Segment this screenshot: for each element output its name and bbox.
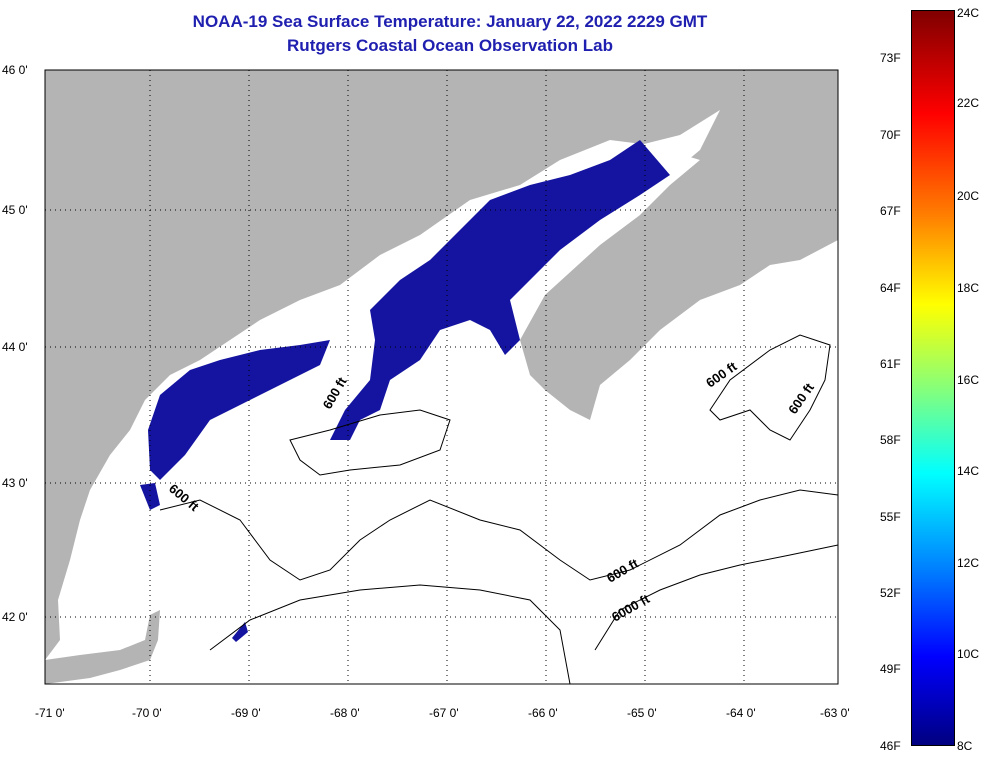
colorbar-f-label: 61F: [880, 357, 901, 371]
colorbar-c-label: 10C: [957, 647, 980, 661]
chart-title: NOAA-19 Sea Surface Temperature: January…: [192, 12, 708, 31]
contour-600ft-west: [159, 489, 839, 581]
lat-label: 44 0': [2, 340, 28, 354]
lon-label: -65 0': [627, 706, 657, 720]
lon-label: -64 0': [726, 706, 756, 720]
lat-label: 45 0': [2, 203, 28, 217]
sst-patch-small-2: [232, 622, 248, 642]
lat-label: 42 0': [2, 610, 28, 624]
colorbar: [911, 10, 955, 746]
sst-patch-bay-of-fundy: [330, 140, 670, 440]
colorbar-c-label: 24C: [957, 6, 980, 20]
lon-label: -66 0': [528, 706, 558, 720]
colorbar-f-label: 64F: [880, 281, 901, 295]
lon-label: -69 0': [231, 706, 261, 720]
colorbar-c-label: 22C: [957, 96, 980, 110]
colorbar-f-label: 52F: [880, 586, 901, 600]
lat-label: 43 0': [2, 476, 28, 490]
colorbar-c-label: 12C: [957, 556, 980, 570]
colorbar-f-label: 70F: [880, 128, 901, 142]
lon-label: -71 0': [35, 706, 65, 720]
colorbar-f-label: 49F: [880, 662, 901, 676]
colorbar-c-label: 14C: [957, 464, 980, 478]
colorbar-c-label: 8C: [957, 739, 973, 753]
land-mass: [45, 70, 838, 660]
colorbar-f-label: 55F: [880, 510, 901, 524]
sst-patch-small: [140, 483, 160, 510]
contour-6000ft: [209, 544, 839, 685]
colorbar-c-label: 18C: [957, 281, 980, 295]
colorbar-f-label: 73F: [880, 51, 901, 65]
lat-label: 46 0': [2, 63, 28, 77]
colorbar-c-label: 20C: [957, 189, 980, 203]
lon-label: -70 0': [132, 706, 162, 720]
lon-label: -68 0': [330, 706, 360, 720]
graticule: [45, 70, 838, 684]
colorbar-f-label: 46F: [880, 739, 901, 753]
colorbar-f-label: 58F: [880, 433, 901, 447]
colorbar-f-label: 67F: [880, 204, 901, 218]
sst-patch-gulf-maine: [148, 340, 330, 480]
contour-600ft-georges: [289, 409, 451, 476]
chart-subtitle: Rutgers Coastal Ocean Observation Lab: [287, 36, 613, 55]
colorbar-c-label: 16C: [957, 373, 980, 387]
lon-label: -63 0': [820, 706, 850, 720]
contour-600ft-east: [709, 334, 831, 441]
cape-cod: [45, 610, 160, 684]
map-frame: [44, 69, 839, 685]
lon-label: -67 0': [429, 706, 459, 720]
